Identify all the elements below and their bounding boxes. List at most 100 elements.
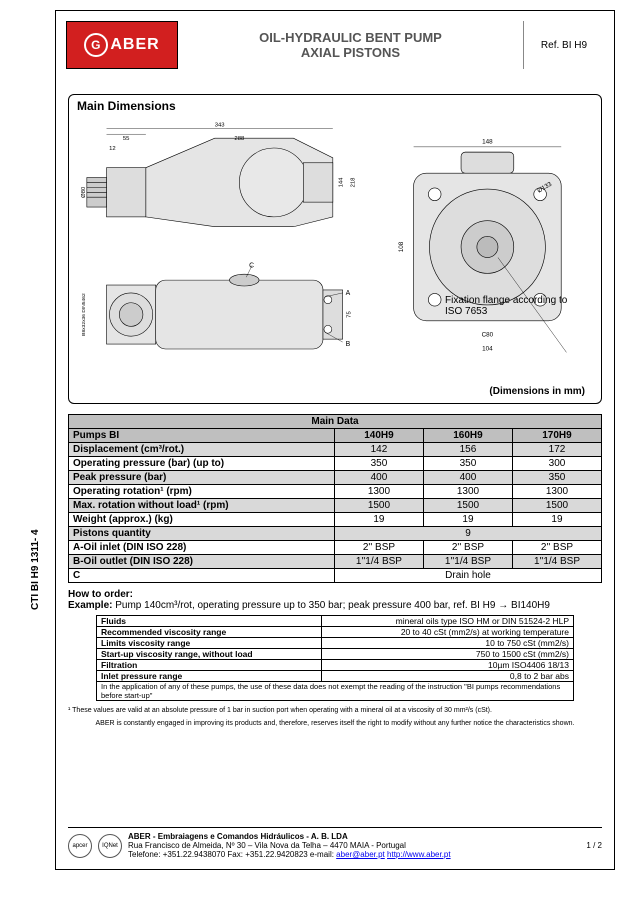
fluids-table: Fluidsmineral oils type ISO HM or DIN 51…	[96, 615, 574, 701]
order-title: How to order:	[68, 589, 133, 600]
row-label: Operating rotation¹ (rpm)	[69, 485, 335, 499]
doc-code-vertical: CTI BI H9 1311- 4	[30, 529, 41, 610]
order-example-text2: BI140H9	[508, 600, 550, 611]
fluids-note: In the application of any of these pumps…	[97, 682, 574, 701]
svg-text:75: 75	[347, 310, 353, 317]
fluids-label: Start-up viscosity range, without load	[97, 649, 322, 660]
svg-text:343: 343	[215, 122, 226, 128]
svg-text:B: B	[346, 341, 351, 348]
ordering-block: How to order: Example: Pump 140cm³/rot, …	[68, 589, 602, 611]
drawing-side-view: 343 55 288 12 144 218 Ø80	[77, 117, 372, 248]
row-value: 350	[334, 457, 423, 471]
main-dimensions-box: Main Dimensions	[68, 94, 602, 404]
fluids-label: Recommended viscosity range	[97, 627, 322, 638]
cert-apcer-icon: apcer	[68, 834, 92, 858]
row-value: 1''1/4 BSP	[334, 555, 423, 569]
col-pumps: Pumps BI	[69, 429, 335, 443]
email-link[interactable]: aber@aber.pt	[336, 850, 385, 859]
col-160: 160H9	[423, 429, 512, 443]
main-data-table: Main Data Pumps BI 140H9 160H9 170H9 Dis…	[68, 414, 602, 583]
cert-iqnet-icon: IQNet	[98, 834, 122, 858]
svg-text:B8x32x36 DIN5462: B8x32x36 DIN5462	[81, 293, 87, 336]
row-value: 2'' BSP	[512, 541, 601, 555]
main-data-title: Main Data	[69, 415, 602, 429]
svg-text:55: 55	[123, 136, 130, 142]
col-170: 170H9	[512, 429, 601, 443]
row-value: 1500	[512, 499, 601, 513]
flange-note: Fixation flange according to ISO 7653	[445, 295, 585, 317]
row-label: C	[69, 569, 335, 583]
svg-text:Ø80: Ø80	[81, 186, 87, 198]
svg-text:218: 218	[350, 177, 356, 188]
row-value: 1500	[334, 499, 423, 513]
drawing-front-view: 148 108 C80 104 Ø133	[382, 117, 593, 377]
row-value: 400	[334, 471, 423, 485]
row-label: Operating pressure (bar) (up to)	[69, 457, 335, 471]
logo-icon: G	[84, 33, 108, 57]
fluids-value: 750 to 1500 cSt (mm2/s)	[321, 649, 573, 660]
fluids-label: Limits viscosity range	[97, 638, 322, 649]
row-span-value: 9	[334, 527, 601, 541]
fluids-value: 0,8 to 2 bar abs	[321, 671, 573, 682]
svg-text:144: 144	[339, 177, 345, 188]
row-value: 1300	[423, 485, 512, 499]
page-title: OIL-HYDRAULIC BENT PUMP AXIAL PISTONS	[178, 21, 524, 69]
row-value: 172	[512, 443, 601, 457]
title-line1: OIL-HYDRAULIC BENT PUMP	[259, 30, 442, 45]
row-value: 1500	[423, 499, 512, 513]
company-name: ABER - Embraiagens e Comandos Hidráulico…	[128, 832, 348, 841]
footer-text: ABER - Embraiagens e Comandos Hidráulico…	[128, 832, 451, 859]
order-example-text1: Pump 140cm³/rot, operating pressure up t…	[112, 600, 498, 611]
order-example-label: Example:	[68, 600, 112, 611]
row-label: Displacement (cm³/rot.)	[69, 443, 335, 457]
svg-text:12: 12	[109, 146, 116, 152]
fluids-value: 10µm ISO4406 18/13	[321, 660, 573, 671]
arrow-icon: →	[498, 600, 508, 611]
row-value: 1''1/4 BSP	[423, 555, 512, 569]
row-value: 2'' BSP	[423, 541, 512, 555]
row-value: 350	[423, 457, 512, 471]
fluids-label: Inlet pressure range	[97, 671, 322, 682]
row-value: 19	[512, 513, 601, 527]
col-140: 140H9	[334, 429, 423, 443]
fluids-label: Fluids	[97, 616, 322, 627]
row-value: 1300	[512, 485, 601, 499]
row-value: 1''1/4 BSP	[512, 555, 601, 569]
row-label: Max. rotation without load¹ (rpm)	[69, 499, 335, 513]
row-value: 300	[512, 457, 601, 471]
row-value: 156	[423, 443, 512, 457]
row-value: 400	[423, 471, 512, 485]
page-number: 1 / 2	[586, 841, 602, 850]
row-value: 2'' BSP	[334, 541, 423, 555]
svg-text:108: 108	[398, 241, 405, 252]
fluids-value: 10 to 750 cSt (mm2/s)	[321, 638, 573, 649]
fluids-label: Filtration	[97, 660, 322, 671]
title-line2: AXIAL PISTONS	[301, 45, 400, 60]
svg-text:C80: C80	[482, 332, 494, 339]
row-value: 350	[512, 471, 601, 485]
logo-text: ABER	[110, 36, 159, 54]
row-value: 142	[334, 443, 423, 457]
dimensions-title: Main Dimensions	[77, 99, 593, 113]
ref-box: Ref. BI H9	[524, 21, 604, 69]
page-frame: G ABER OIL-HYDRAULIC BENT PUMP AXIAL PIS…	[55, 10, 615, 870]
row-label: Peak pressure (bar)	[69, 471, 335, 485]
disclaimer: ABER is constantly engaged in improving …	[68, 720, 602, 727]
row-value: 19	[423, 513, 512, 527]
company-addr: Rua Francisco de Almeida, Nº 30 – Vila N…	[128, 841, 406, 850]
company-tel: Telefone: +351.22.9438070 Fax: +351.22.9…	[128, 850, 336, 859]
svg-text:A: A	[346, 290, 351, 297]
drawing-top-view: C A B 75 B8x32x36 DIN5462	[77, 252, 372, 377]
row-label: Pistons quantity	[69, 527, 335, 541]
footnote: ¹ These values are valid at an absolute …	[68, 707, 602, 714]
svg-text:148: 148	[482, 139, 493, 146]
row-span-value: Drain hole	[334, 569, 601, 583]
footer: apcer IQNet ABER - Embraiagens e Comando…	[68, 827, 602, 859]
url-link[interactable]: http://www.aber.pt	[387, 850, 451, 859]
row-value: 19	[334, 513, 423, 527]
fluids-value: mineral oils type ISO HM or DIN 51524-2 …	[321, 616, 573, 627]
svg-text:288: 288	[234, 136, 245, 142]
svg-text:104: 104	[482, 345, 493, 352]
row-label: A-Oil inlet (DIN ISO 228)	[69, 541, 335, 555]
row-label: Weight (approx.) (kg)	[69, 513, 335, 527]
